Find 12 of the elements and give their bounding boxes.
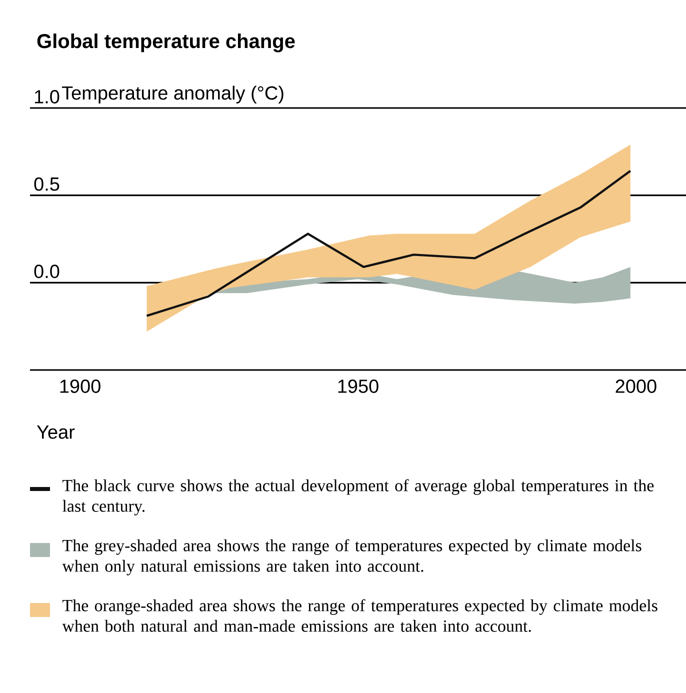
legend-label: The black curve shows the actual development of average global temperatures in the last century.: [62, 479, 654, 516]
x-tick-label: 2000: [616, 380, 656, 393]
legend-label: The grey-shaded area shows the range of temperatures expected by climate models when only natural emissions are taken into account.: [62, 539, 642, 576]
y-tick-label: 0.0: [34, 264, 60, 278]
chart-title: Global temperature change: [37, 34, 295, 52]
x-axis-title: Year: [36, 426, 75, 439]
x-tick-label: 1950: [338, 380, 378, 393]
x-tick-label: 1900: [60, 380, 100, 393]
y-axis-title: Temperature anomaly (°C): [62, 86, 284, 104]
y-tick-label: 1.0: [34, 90, 60, 104]
y-tick-label: 0.5: [34, 177, 60, 191]
legend-label: The orange-shaded area shows the range of temperatures expected by climate models when both natural and man-made emissions are taken into account.: [62, 599, 658, 632]
